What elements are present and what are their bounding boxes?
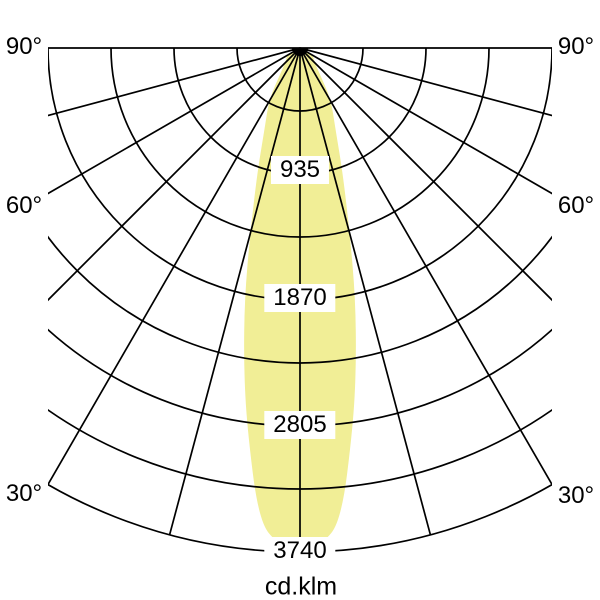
angle-label-left-90: 90° bbox=[5, 33, 43, 60]
polar-ray bbox=[299, 47, 552, 485]
radial-tick-935: 935 bbox=[270, 156, 330, 184]
radial-tick-2805: 2805 bbox=[264, 411, 336, 439]
unit-label: cd.klm bbox=[264, 572, 338, 600]
polar-ray bbox=[299, 47, 552, 117]
polar-ray bbox=[48, 47, 301, 302]
polar-ray bbox=[168, 47, 301, 536]
angle-label-right-60: 60° bbox=[557, 192, 595, 219]
radial-tick-1870: 1870 bbox=[264, 284, 336, 312]
polar-ray bbox=[299, 47, 552, 302]
luminaire-origin-dot bbox=[292, 48, 308, 56]
polar-ray bbox=[299, 47, 432, 536]
polar-ray bbox=[48, 47, 301, 117]
polar-ray bbox=[299, 47, 552, 195]
angle-label-left-60: 60° bbox=[5, 192, 43, 219]
angle-label-right-30: 30° bbox=[557, 482, 595, 509]
polar-ray bbox=[48, 47, 301, 485]
angle-label-left-30: 30° bbox=[5, 480, 43, 507]
polar-ray bbox=[48, 47, 301, 195]
radial-tick-3740: 3740 bbox=[264, 537, 336, 565]
angle-label-right-90: 90° bbox=[557, 33, 595, 60]
